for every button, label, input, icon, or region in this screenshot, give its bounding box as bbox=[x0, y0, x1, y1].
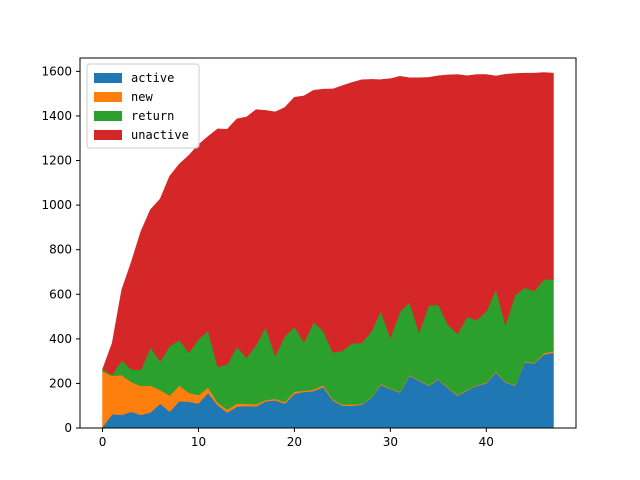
x-tick-label: 30 bbox=[383, 435, 398, 449]
x-tick-label: 10 bbox=[191, 435, 206, 449]
y-tick-label: 400 bbox=[49, 332, 72, 346]
x-tick-label: 0 bbox=[99, 435, 107, 449]
legend-swatch-unactive bbox=[94, 130, 122, 140]
plot-frame bbox=[79, 57, 577, 429]
legend-label-return: return bbox=[131, 109, 174, 123]
y-tick-label: 1200 bbox=[41, 154, 72, 168]
y-tick-label: 800 bbox=[49, 243, 72, 257]
y-tick-label: 1400 bbox=[41, 109, 72, 123]
areas-layer bbox=[102, 72, 554, 429]
x-tick-label: 20 bbox=[287, 435, 302, 449]
legend-label-unactive: unactive bbox=[131, 128, 189, 142]
y-tick-label: 0 bbox=[64, 421, 72, 435]
y-tick-label: 200 bbox=[49, 376, 72, 390]
y-tick-label: 600 bbox=[49, 287, 72, 301]
y-tick-label: 1600 bbox=[41, 64, 72, 78]
y-tick-label: 1000 bbox=[41, 198, 72, 212]
area-unactive bbox=[102, 72, 554, 376]
legend: active new return unactive bbox=[86, 63, 200, 149]
legend-box bbox=[86, 63, 200, 149]
legend-swatch-active bbox=[94, 73, 122, 83]
x-tick-label: 40 bbox=[479, 435, 494, 449]
legend-label-new: new bbox=[131, 90, 153, 104]
legend-swatch-return bbox=[94, 111, 122, 121]
legend-label-active: active bbox=[131, 71, 174, 85]
legend-swatch-new bbox=[94, 92, 122, 102]
